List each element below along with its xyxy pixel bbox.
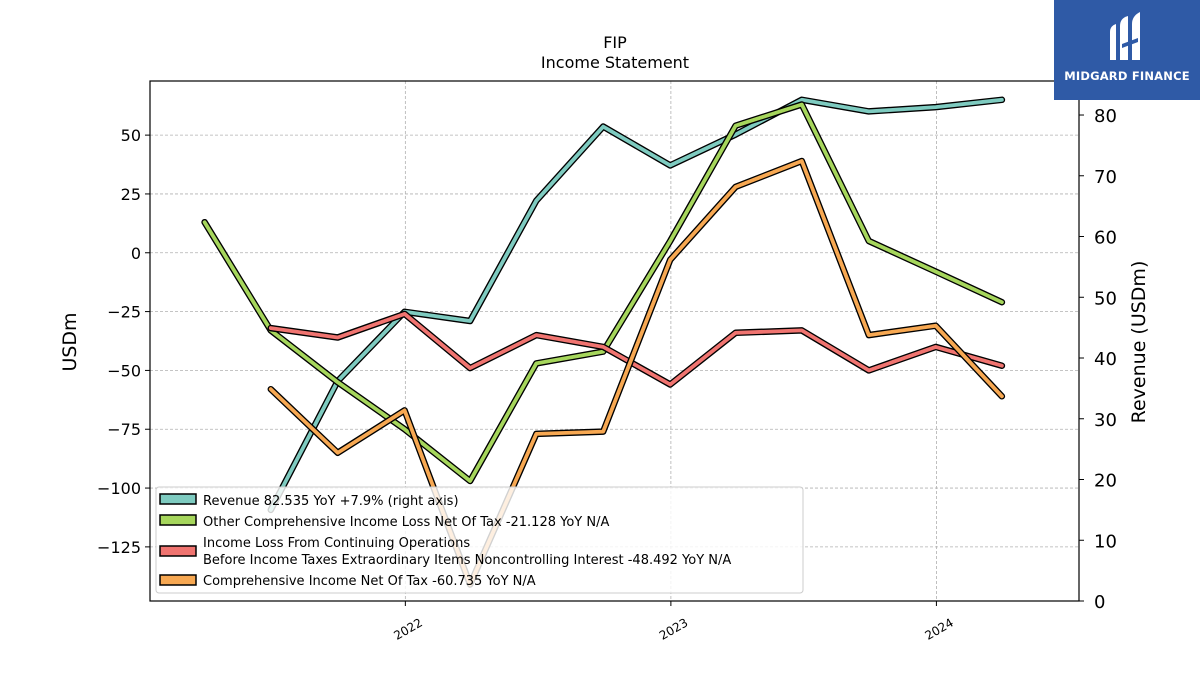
legend-swatch bbox=[159, 574, 197, 586]
right-tick-label: 70 bbox=[1094, 167, 1117, 188]
right-axis-ticks: 80 70 60 50 40 30 20 10 0 bbox=[1079, 106, 1117, 613]
series-line bbox=[268, 311, 1004, 387]
legend: Revenue 82.535 YoY +7.9% (right axis) Oth… bbox=[155, 486, 804, 594]
x-tick-label: 2024 bbox=[922, 615, 955, 642]
right-tick-label: 20 bbox=[1094, 471, 1117, 492]
left-tick-label: 25 bbox=[121, 185, 141, 204]
series-0 bbox=[267, 96, 1006, 514]
right-tick-label: 80 bbox=[1094, 106, 1117, 127]
right-tick-label: 50 bbox=[1094, 288, 1117, 309]
legend-label: Before Income Taxes Extraordinary Items … bbox=[203, 553, 731, 568]
series-1 bbox=[201, 101, 1006, 485]
left-axis-label: USDm bbox=[59, 312, 81, 371]
legend-box bbox=[155, 486, 804, 594]
left-tick-label: −100 bbox=[97, 479, 141, 498]
left-tick-label: −75 bbox=[107, 420, 141, 439]
left-tick-label: 0 bbox=[131, 244, 141, 263]
logo-text: MIDGARD FINANCE bbox=[1064, 69, 1190, 83]
left-tick-label: −125 bbox=[97, 538, 141, 557]
right-tick-label: 30 bbox=[1094, 410, 1117, 431]
series-line-outline bbox=[267, 96, 1006, 514]
left-tick-label: 50 bbox=[121, 126, 141, 145]
right-tick-label: 10 bbox=[1094, 531, 1117, 552]
legend-label: Other Comprehensive Income Loss Net Of T… bbox=[203, 515, 609, 530]
legend-swatch bbox=[159, 514, 197, 526]
legend-swatch bbox=[159, 493, 197, 505]
left-tick-label: −25 bbox=[107, 303, 141, 322]
chart-title: FIP bbox=[603, 33, 627, 52]
right-tick-label: 40 bbox=[1094, 349, 1117, 370]
series-line bbox=[268, 159, 1004, 587]
series-3 bbox=[267, 157, 1006, 588]
series-line bbox=[268, 97, 1004, 512]
x-axis-ticks: 2022 2023 2024 bbox=[391, 601, 956, 643]
series-line bbox=[202, 102, 1004, 483]
midgard-finance-logo: MIDGARD FINANCE bbox=[1054, 0, 1200, 100]
right-axis-label: Revenue (USDm) bbox=[1128, 261, 1150, 424]
series-layer bbox=[201, 96, 1006, 588]
right-tick-label: 60 bbox=[1094, 228, 1117, 249]
legend-swatch bbox=[159, 545, 197, 557]
legend-label: Comprehensive Income Net Of Tax -60.735 … bbox=[203, 574, 536, 589]
chart-subtitle: Income Statement bbox=[541, 53, 689, 72]
logo-mark-icon bbox=[1110, 12, 1140, 60]
left-tick-label: −50 bbox=[107, 361, 141, 380]
legend-label: Income Loss From Continuing Operations bbox=[203, 536, 470, 551]
left-axis-ticks: 50 25 0 −25 −50 −75 −100 −125 bbox=[97, 126, 150, 557]
plot-frame bbox=[149, 80, 1080, 602]
right-tick-label: 0 bbox=[1094, 592, 1105, 613]
x-tick-label: 2023 bbox=[657, 615, 690, 642]
x-tick-label: 2022 bbox=[391, 615, 424, 642]
series-2 bbox=[267, 310, 1006, 388]
legend-label: Revenue 82.535 YoY +7.9% (right axis) bbox=[203, 494, 459, 509]
